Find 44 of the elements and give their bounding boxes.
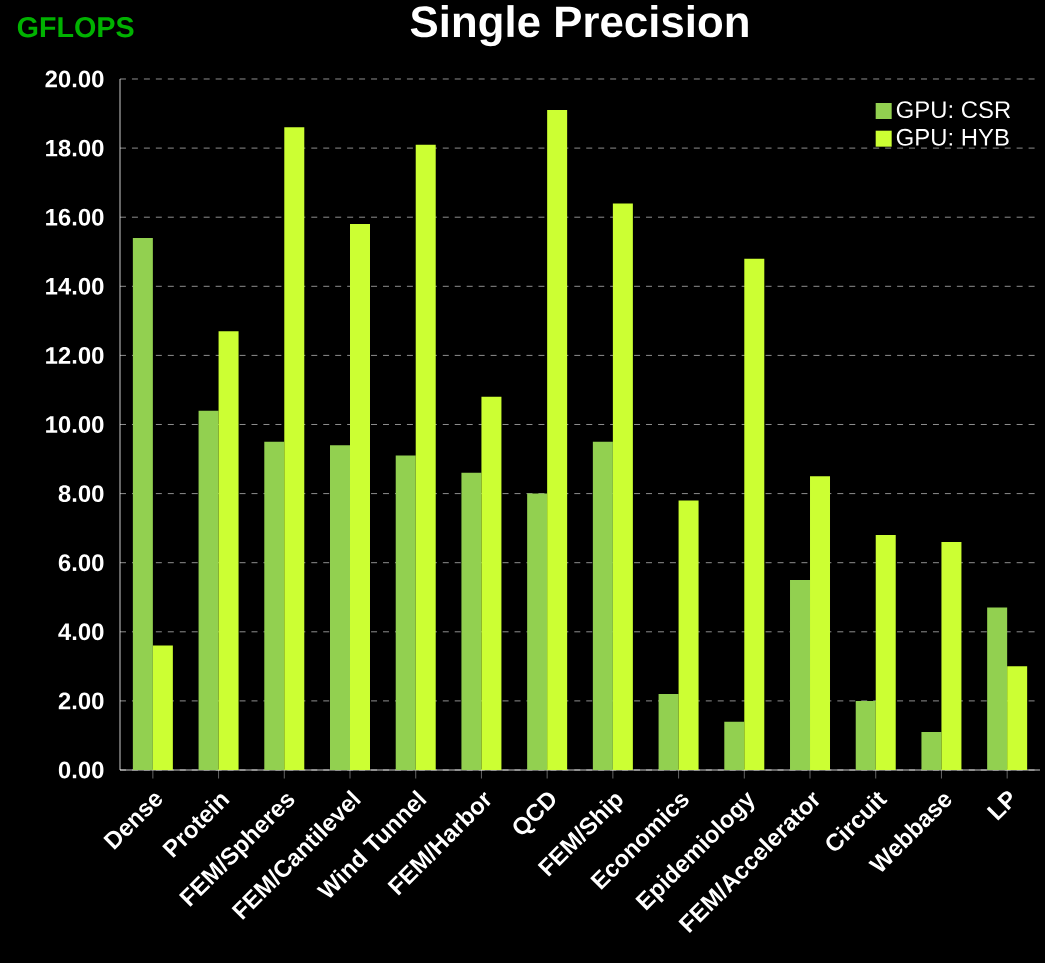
bar <box>132 237 153 770</box>
legend-label: GPU: HYB <box>896 128 1009 146</box>
y-tick-label: 4.00 <box>58 623 104 641</box>
chart-title: Single Precision <box>410 5 748 47</box>
y-tick-label: 12.00 <box>46 346 104 364</box>
bar <box>1007 666 1028 770</box>
legend-label: GPU: CSR <box>896 101 1011 119</box>
x-tick-label: LP <box>986 791 1012 821</box>
bar <box>678 500 699 770</box>
bar <box>152 645 173 770</box>
bar <box>921 731 942 770</box>
y-tick-label: 2.00 <box>58 692 104 710</box>
bar <box>592 441 613 770</box>
bar <box>875 535 896 770</box>
bar <box>744 258 765 770</box>
bar <box>810 476 831 770</box>
bar <box>395 455 416 770</box>
y-tick-label: 8.00 <box>58 485 104 503</box>
bar <box>547 110 568 770</box>
y-tick-label: 18.00 <box>46 139 104 157</box>
bar <box>658 693 679 770</box>
bar <box>612 203 633 770</box>
y-tick-label: 20.00 <box>45 70 104 88</box>
y-tick-label: 16.00 <box>46 208 104 226</box>
y-axis-title: GFLOPS <box>17 17 134 38</box>
bar <box>987 607 1008 770</box>
bar <box>461 472 482 770</box>
bar <box>527 493 548 770</box>
bar <box>481 396 502 770</box>
bar <box>941 541 962 770</box>
bar <box>415 144 436 770</box>
bar <box>284 127 305 770</box>
bar <box>350 224 370 770</box>
y-tick-label: 10.00 <box>46 416 104 433</box>
bar <box>198 410 219 770</box>
bar <box>855 700 876 770</box>
y-tick-label: 6.00 <box>58 554 104 572</box>
y-tick-label: 14.00 <box>46 277 104 295</box>
bar <box>330 445 350 770</box>
bar <box>790 579 811 770</box>
y-tick-label: 0.00 <box>58 761 104 779</box>
bar <box>218 331 239 770</box>
bar <box>264 441 285 770</box>
bar <box>724 721 745 770</box>
